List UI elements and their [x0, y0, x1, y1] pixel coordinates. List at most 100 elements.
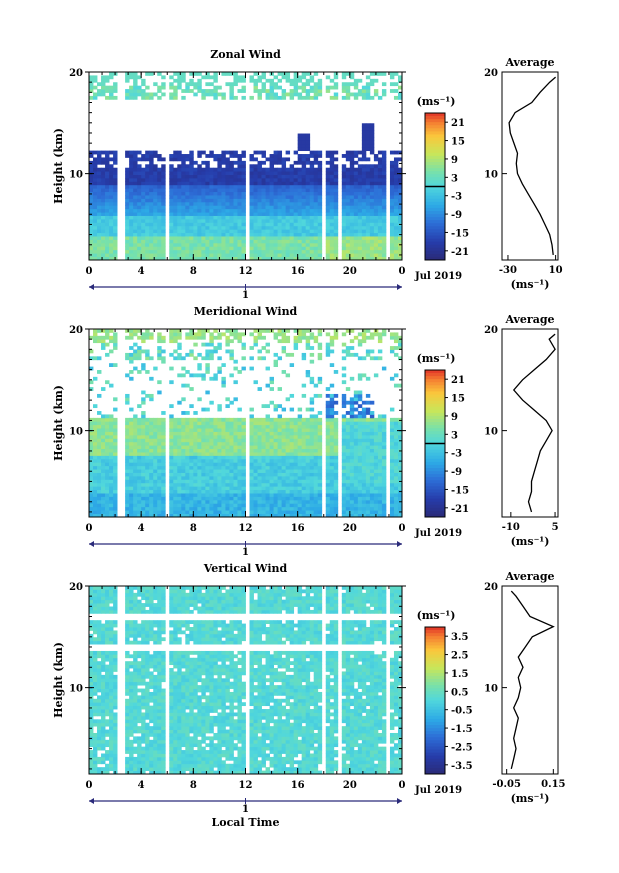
colorbar-tick-label: -21 [451, 504, 469, 515]
x-tick-label: 8 [190, 780, 197, 791]
x-tick-label: 0 [86, 780, 93, 791]
average-x-tick-label: 0.15 [541, 779, 565, 790]
date-label: Jul 2019 [414, 528, 462, 539]
colorbar-tick-label: 15 [451, 394, 465, 405]
colorbar-tick-label: 3 [451, 173, 458, 184]
colorbar-tick-label: -1.5 [451, 724, 473, 735]
average-frame [501, 585, 559, 775]
average-title: Average [504, 570, 554, 583]
colorbar-tick-label: 2.5 [451, 651, 468, 662]
average-y-tick-label: 20 [484, 582, 498, 593]
x-tick-label: 20 [343, 523, 357, 534]
panel-vertical-wind: Vertical Wind 20 10 Height (km) 0 4 8 12 16 20 0 1 J… [52, 562, 566, 829]
colorbar-tick-label: 15 [451, 137, 465, 148]
x-axis-label: Local Time [212, 816, 280, 829]
average-profile-line [512, 333, 556, 513]
x-tick-label: 8 [190, 266, 197, 277]
y-tick-label: 10 [69, 684, 83, 695]
day-line-end-arrow [397, 284, 402, 290]
colorbar-frame [424, 626, 446, 775]
average-y-tick-label: 20 [484, 68, 498, 79]
colorbar-tick-label: 21 [451, 118, 465, 129]
heatmap-cells [89, 72, 403, 261]
colorbar-tick-label: -3 [451, 449, 462, 460]
panel-title: Zonal Wind [210, 48, 281, 61]
average-profile: Average -30 10 20 10 (ms⁻¹) [484, 56, 563, 291]
colorbar-tick-label: 3 [451, 430, 458, 441]
colorbar-tick-label: 1.5 [451, 669, 468, 680]
x-tick-label: 4 [138, 266, 145, 277]
x-tick-label: 12 [239, 266, 253, 277]
average-y-tick-label: 10 [484, 427, 498, 438]
x-tick-label: 16 [291, 780, 305, 791]
colorbar-tick-label: -0.5 [451, 706, 473, 717]
x-tick-label: 0 [399, 780, 406, 791]
colorbar-tick-label: 9 [451, 412, 458, 423]
average-title: Average [504, 56, 554, 69]
colorbar-unit-label: (ms⁻¹) [417, 609, 456, 622]
average-unit-label: (ms⁻¹) [511, 535, 550, 548]
colorbar: 21 15 9 3 -3 -9 -15 -21 [424, 112, 469, 261]
average-x-tick-label: -10 [502, 522, 520, 533]
heatmap-cells [89, 586, 403, 775]
x-tick-label: 0 [86, 266, 93, 277]
y-axis-label: Height (km) [52, 128, 65, 204]
colorbar-tick-label: -3.5 [451, 761, 473, 772]
day-line-end-arrow [397, 798, 402, 804]
colorbar-tick-label: -2.5 [451, 742, 473, 753]
panel-meridional-wind: Meridional Wind 20 10 Height (km) 0 4 8 12 16 20 0… [52, 305, 559, 558]
colorbar-tick-label: -15 [451, 228, 469, 239]
y-axis-label: Height (km) [52, 385, 65, 461]
average-x-tick-label: -30 [499, 265, 517, 276]
x-tick-label: 8 [190, 523, 197, 534]
x-tick-label: 4 [138, 523, 145, 534]
day-line-start-arrow [89, 541, 94, 547]
y-tick-label: 20 [69, 325, 83, 336]
panel-title: Vertical Wind [203, 562, 288, 575]
date-label: Jul 2019 [414, 271, 462, 282]
x-tick-label: 0 [399, 523, 406, 534]
average-profile: Average -10 5 20 10 (ms⁻¹) [484, 313, 558, 548]
average-frame [501, 328, 559, 518]
y-axis-label: Height (km) [52, 642, 65, 718]
colorbar-tick-label: 3.5 [451, 632, 468, 643]
y-tick-label: 10 [69, 170, 83, 181]
x-tick-label: 0 [399, 266, 406, 277]
date-label: Jul 2019 [414, 785, 462, 796]
colorbar-tick-label: -15 [451, 485, 469, 496]
panel-title: Meridional Wind [194, 305, 298, 318]
x-tick-label: 16 [291, 266, 305, 277]
colorbar-tick-label: 0.5 [451, 687, 468, 698]
x-tick-label: 12 [239, 523, 253, 534]
heatmap-cells [89, 329, 403, 518]
x-tick-label: 20 [343, 266, 357, 277]
day-marker: 1 [242, 547, 249, 558]
day-line-start-arrow [89, 284, 94, 290]
colorbar: 3.5 2.5 1.5 0.5 -0.5 -1.5 -2.5 -3.5 [424, 626, 473, 775]
x-tick-label: 12 [239, 780, 253, 791]
colorbar-unit-label: (ms⁻¹) [417, 95, 456, 108]
average-profile: Average -0.05 0.15 20 10 (ms⁻¹) [484, 570, 565, 805]
average-profile-line [508, 76, 557, 255]
colorbar-tick-label: -3 [451, 192, 462, 203]
y-tick-label: 20 [69, 582, 83, 593]
average-y-tick-label: 10 [484, 170, 498, 181]
average-x-tick-label: -0.05 [492, 779, 521, 790]
colorbar-tick-label: 9 [451, 155, 458, 166]
average-title: Average [504, 313, 554, 326]
average-y-tick-label: 10 [484, 684, 498, 695]
day-line-end-arrow [397, 541, 402, 547]
average-profile-line [510, 590, 555, 770]
colorbar-tick-label: -9 [451, 467, 462, 478]
colorbar: 21 15 9 3 -3 -9 -15 -21 [424, 369, 469, 518]
y-tick-label: 20 [69, 68, 83, 79]
average-x-tick-label: 5 [552, 522, 559, 533]
panel-zonal-wind: Zonal Wind 20 10 Height (km) 0 4 8 12 16 20 0 1 Jul … [52, 48, 563, 301]
average-y-tick-label: 20 [484, 325, 498, 336]
x-tick-label: 4 [138, 780, 145, 791]
day-line-start-arrow [89, 798, 94, 804]
day-marker: 1 [242, 804, 249, 815]
x-tick-label: 20 [343, 780, 357, 791]
x-tick-label: 16 [291, 523, 305, 534]
